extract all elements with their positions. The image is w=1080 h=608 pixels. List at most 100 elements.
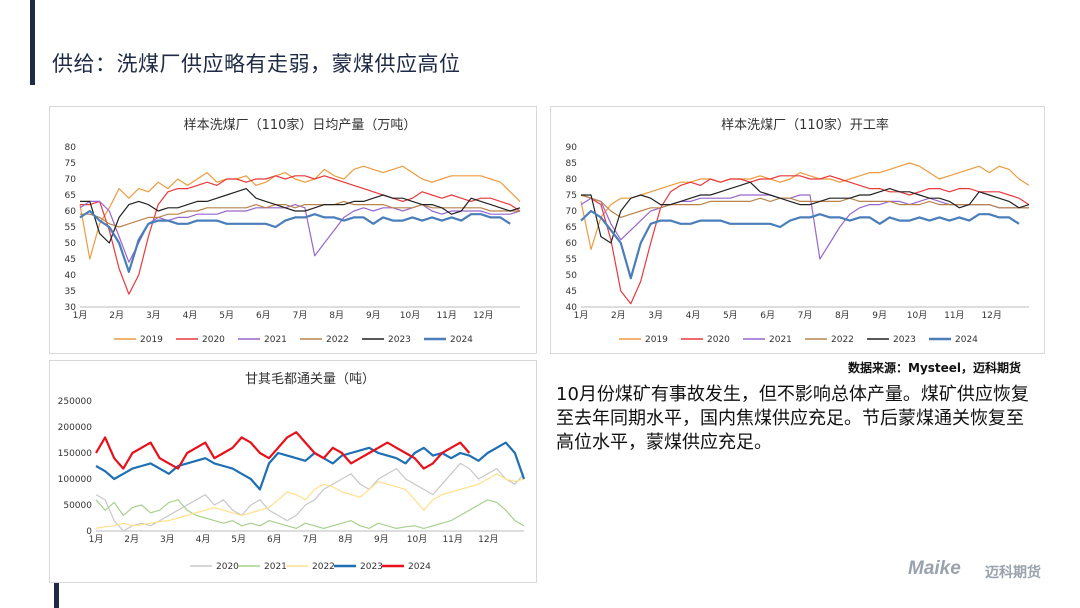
y-tick-label: 70 <box>566 207 578 217</box>
chart-title: 甘其毛都通关量（吨） <box>245 372 375 387</box>
series-line-2024 <box>95 431 471 470</box>
legend-label: 2020 <box>202 335 225 345</box>
series-line-2020 <box>80 175 521 295</box>
x-tick-label: 5月 <box>723 310 738 321</box>
x-tick-label: 12月 <box>981 310 1001 321</box>
y-tick-label: 65 <box>65 191 76 201</box>
x-tick-label: 4月 <box>196 534 211 545</box>
chart-title: 样本洗煤厂（110家）日均产量（万吨） <box>184 117 417 133</box>
y-tick-label: 45 <box>65 255 76 265</box>
y-tick-label: 250000 <box>58 397 93 407</box>
y-tick-label: 40 <box>566 303 578 313</box>
x-tick-label: 2月 <box>109 310 124 321</box>
x-tick-label: 8月 <box>338 534 353 545</box>
legend-label: 2023 <box>388 335 411 345</box>
legend-label: 2023 <box>893 335 916 345</box>
x-tick-label: 7月 <box>293 310 308 321</box>
x-tick-label: 5月 <box>231 534 246 545</box>
chart-output: 样本洗煤厂（110家）日均产量（万吨） 30 35 40 45 50 55 60 65 70 75 8… <box>65 117 521 345</box>
series-line-2024 <box>79 209 511 273</box>
x-tick-label: 10月 <box>907 310 927 321</box>
legend-label: 2024 <box>408 562 431 572</box>
chart-customs: 甘其毛都通关量（吨） 0 50000 100000 150000 200000 250000… <box>58 372 526 572</box>
y-tick-label: 75 <box>566 191 577 201</box>
brand-name: 迈科期货 <box>985 565 1041 581</box>
y-tick-label: 55 <box>566 255 577 265</box>
x-tick-label: 11月 <box>944 310 964 321</box>
legend-label: 2019 <box>645 335 668 345</box>
y-tick-label: 100000 <box>58 475 93 485</box>
x-tick-label: 11月 <box>442 534 462 545</box>
legend-label: 2021 <box>264 562 287 572</box>
legend-label: 2024 <box>450 335 473 345</box>
legend-label: 2021 <box>769 335 792 345</box>
legend-label: 2019 <box>140 335 163 345</box>
chart-title: 样本洗煤厂（110家）开工率 <box>721 117 889 133</box>
brand-logo: Maike <box>908 558 961 579</box>
legend-label: 2023 <box>360 562 383 572</box>
legend-label: 2021 <box>264 335 287 345</box>
series-line-2019 <box>580 162 1030 250</box>
y-tick-label: 50000 <box>63 501 92 511</box>
series-line-2019 <box>79 165 521 260</box>
x-tick-label: 4月 <box>686 310 701 321</box>
chart-panel-utilization: 样本洗煤厂（110家）开工率 40 45 50 55 60 65 70 75 80 85 90 1月 2月… <box>550 106 1045 354</box>
x-tick-label: 1月 <box>73 310 88 321</box>
slide-title: 供给：洗煤厂供应略有走弱，蒙煤供应高位 <box>52 52 461 76</box>
y-tick-label: 50 <box>566 271 578 281</box>
y-tick-label: 150000 <box>58 449 93 459</box>
y-tick-label: 65 <box>566 223 577 233</box>
legend-label: 2024 <box>955 335 978 345</box>
x-tick-label: 12月 <box>478 534 498 545</box>
series-line-2020 <box>95 462 525 532</box>
y-tick-label: 45 <box>566 287 577 297</box>
y-tick-label: 80 <box>566 175 578 185</box>
x-tick-label: 9月 <box>872 310 887 321</box>
x-tick-label: 4月 <box>183 310 198 321</box>
series-line-2023 <box>581 181 1030 244</box>
y-tick-label: 90 <box>566 143 578 153</box>
y-tick-label: 85 <box>566 159 577 169</box>
x-tick-label: 10月 <box>400 310 420 321</box>
series-line-2023 <box>80 187 521 244</box>
x-tick-label: 12月 <box>473 310 493 321</box>
chart-panel-customs: 甘其毛都通关量（吨） 0 50000 100000 150000 200000 250000… <box>49 360 537 583</box>
x-tick-label: 2月 <box>124 534 139 545</box>
x-tick-label: 7月 <box>303 534 318 545</box>
x-tick-label: 9月 <box>374 534 389 545</box>
legend-label: 2022 <box>326 335 349 345</box>
x-tick-label: 5月 <box>219 310 234 321</box>
series-line-2023 <box>95 441 526 491</box>
x-tick-label: 9月 <box>366 310 381 321</box>
x-tick-label: 8月 <box>835 310 850 321</box>
accent-bar-bottom <box>54 582 59 608</box>
y-tick-label: 40 <box>65 271 77 281</box>
legend-label: 2022 <box>831 335 854 345</box>
y-tick-label: 35 <box>65 287 76 297</box>
y-tick-label: 70 <box>65 175 77 185</box>
x-tick-label: 1月 <box>574 310 589 321</box>
x-tick-label: 10月 <box>407 534 427 545</box>
x-tick-label: 1月 <box>89 534 104 545</box>
chart-panel-output: 样本洗煤厂（110家）日均产量（万吨） 30 35 40 45 50 55 60 65 70 75 8… <box>49 106 537 354</box>
x-tick-label: 11月 <box>436 310 456 321</box>
y-tick-label: 0 <box>86 527 92 537</box>
y-tick-label: 60 <box>566 239 578 249</box>
y-tick-label: 60 <box>65 207 77 217</box>
y-tick-label: 200000 <box>58 423 93 433</box>
y-tick-label: 30 <box>65 303 77 313</box>
x-tick-label: 6月 <box>267 534 282 545</box>
legend-label: 2022 <box>312 562 335 572</box>
y-tick-label: 75 <box>65 159 76 169</box>
legend-label: 2020 <box>216 562 239 572</box>
x-tick-label: 3月 <box>146 310 161 321</box>
series-line-2022 <box>80 200 520 228</box>
x-tick-label: 6月 <box>256 310 271 321</box>
commentary-text: 10月份煤矿有事故发生，但不影响总体产量。煤矿供应恢复至去年同期水平，国内焦煤供… <box>556 384 1029 453</box>
y-tick-label: 50 <box>65 239 77 249</box>
legend-label: 2020 <box>707 335 730 345</box>
x-tick-label: 8月 <box>329 310 344 321</box>
x-tick-label: 3月 <box>160 534 175 545</box>
y-tick-label: 55 <box>65 223 76 233</box>
accent-bar-top <box>30 0 35 85</box>
